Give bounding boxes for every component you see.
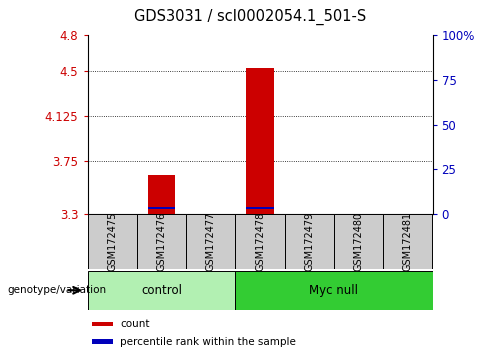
Bar [92, 339, 113, 344]
Bar [88, 214, 137, 269]
Text: GSM172480: GSM172480 [354, 212, 364, 271]
Bar [148, 207, 175, 209]
Text: GSM172475: GSM172475 [107, 212, 117, 271]
Text: count: count [120, 319, 150, 329]
Bar [246, 68, 274, 214]
Text: genotype/variation: genotype/variation [8, 285, 106, 295]
Bar [148, 175, 175, 214]
Text: GSM172478: GSM172478 [255, 212, 265, 271]
Text: GSM172479: GSM172479 [304, 212, 314, 271]
Text: Myc null: Myc null [310, 284, 358, 297]
Text: GSM172476: GSM172476 [156, 212, 166, 271]
Text: GSM172477: GSM172477 [206, 212, 216, 271]
Bar [88, 271, 236, 310]
Bar [334, 214, 383, 269]
Bar [137, 214, 186, 269]
Bar [236, 214, 284, 269]
Text: GDS3031 / scl0002054.1_501-S: GDS3031 / scl0002054.1_501-S [134, 9, 366, 25]
Text: percentile rank within the sample: percentile rank within the sample [120, 337, 296, 347]
Bar [284, 214, 334, 269]
Bar [236, 271, 432, 310]
Text: control: control [141, 284, 182, 297]
Bar [92, 322, 113, 326]
Bar [383, 214, 432, 269]
Bar [186, 214, 236, 269]
Bar [246, 207, 274, 209]
Text: GSM172481: GSM172481 [403, 212, 413, 271]
